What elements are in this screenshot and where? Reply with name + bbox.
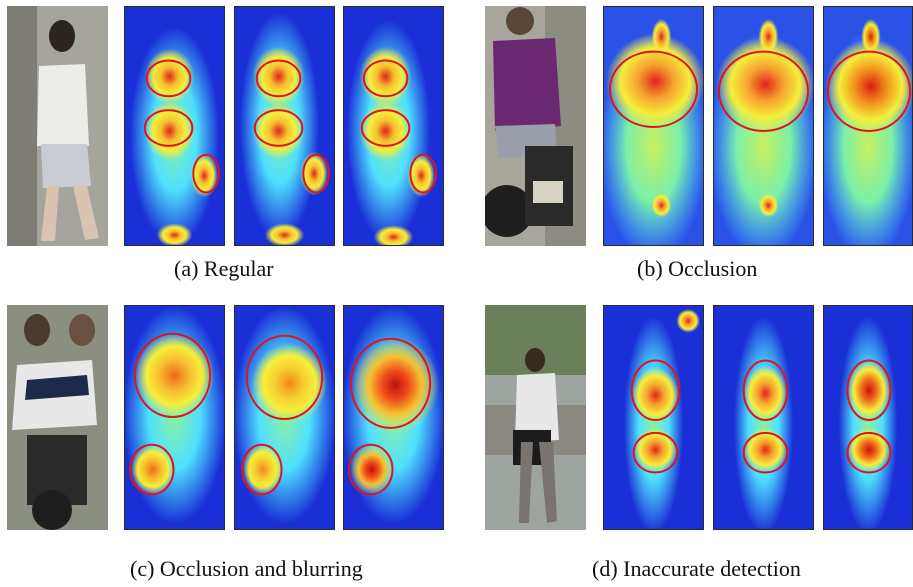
person-photo: [485, 305, 586, 530]
person-photo: [485, 6, 586, 246]
heatmap: [234, 305, 335, 530]
heatmap: [603, 305, 704, 530]
heatmap: [343, 6, 444, 246]
heatmap: [713, 305, 814, 530]
figure-caption: (d) Inaccurate detection: [592, 556, 801, 581]
figure-caption: (c) Occlusion and blurring: [130, 556, 363, 581]
heatmap: [823, 305, 913, 530]
heatmap: [603, 6, 704, 246]
heatmap: [823, 6, 913, 246]
figure-caption: (b) Occlusion: [637, 256, 758, 281]
heatmap: [234, 6, 335, 246]
heatmap: [343, 305, 444, 530]
person-photo: [7, 6, 108, 246]
heatmap: [713, 6, 814, 246]
heatmap: [124, 305, 225, 530]
heatmap: [124, 6, 225, 246]
person-photo: [7, 305, 108, 530]
figure-caption: (a) Regular: [174, 256, 274, 281]
